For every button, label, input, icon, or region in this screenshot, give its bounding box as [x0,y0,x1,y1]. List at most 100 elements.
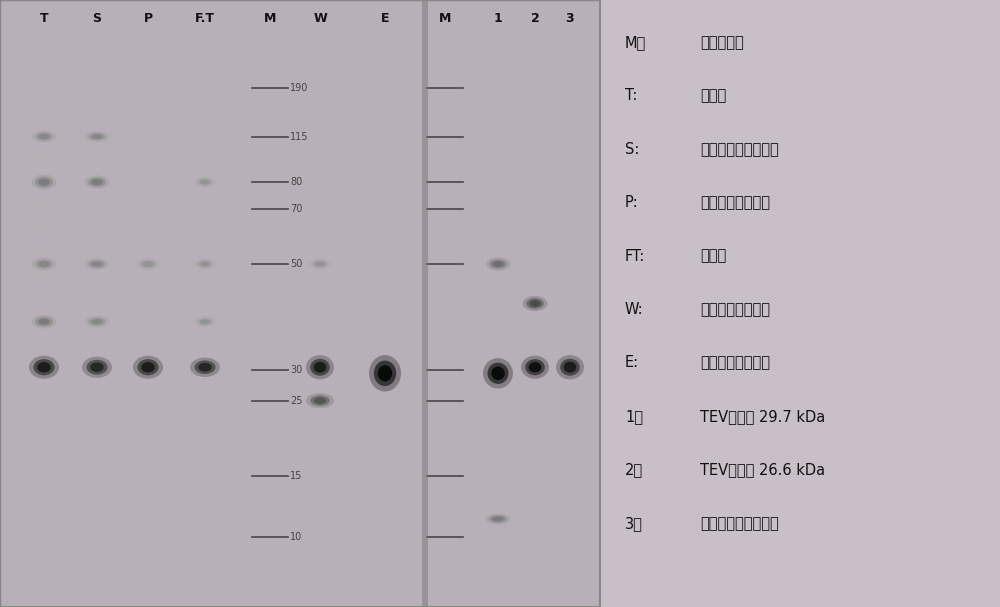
Ellipse shape [488,362,509,384]
FancyBboxPatch shape [191,67,219,73]
Text: TEV醂切前 29.7 kDa: TEV醂切前 29.7 kDa [700,409,825,424]
Ellipse shape [84,131,110,142]
Text: W: W [313,12,327,25]
FancyBboxPatch shape [191,128,219,134]
FancyBboxPatch shape [30,383,58,389]
Text: 流穿液: 流穿液 [700,249,726,263]
Ellipse shape [197,178,213,186]
FancyBboxPatch shape [134,359,162,365]
FancyBboxPatch shape [30,128,58,134]
FancyBboxPatch shape [134,67,162,73]
Ellipse shape [84,258,110,270]
Ellipse shape [492,261,504,267]
Ellipse shape [35,132,53,141]
FancyBboxPatch shape [83,164,111,171]
FancyBboxPatch shape [83,116,111,122]
FancyBboxPatch shape [30,80,58,86]
Ellipse shape [529,300,541,307]
FancyBboxPatch shape [191,104,219,110]
FancyBboxPatch shape [191,371,219,377]
Ellipse shape [37,362,51,373]
Ellipse shape [32,257,56,271]
Ellipse shape [491,367,505,380]
Text: S:: S: [625,142,639,157]
FancyBboxPatch shape [30,213,58,219]
Text: 1: 1 [494,12,502,25]
Ellipse shape [529,362,541,373]
Text: 70: 70 [290,205,302,214]
FancyBboxPatch shape [30,322,58,328]
Text: FT:: FT: [625,249,645,263]
FancyBboxPatch shape [30,177,58,183]
Text: 3: 3 [566,12,574,25]
Ellipse shape [309,259,331,270]
Ellipse shape [38,134,50,139]
Ellipse shape [141,362,155,373]
FancyBboxPatch shape [134,140,162,146]
FancyBboxPatch shape [134,237,162,243]
Ellipse shape [306,393,334,408]
FancyBboxPatch shape [191,225,219,231]
FancyBboxPatch shape [134,152,162,158]
Ellipse shape [489,259,507,269]
FancyBboxPatch shape [83,104,111,110]
FancyBboxPatch shape [30,274,58,280]
FancyBboxPatch shape [191,237,219,243]
Ellipse shape [197,260,213,268]
FancyBboxPatch shape [134,322,162,328]
Text: 变性液处理后上清液: 变性液处理后上清液 [700,142,779,157]
Ellipse shape [87,360,108,375]
Text: TEV醂切后 26.6 kDa: TEV醂切后 26.6 kDa [700,463,825,477]
FancyBboxPatch shape [191,419,219,426]
FancyBboxPatch shape [191,298,219,304]
FancyBboxPatch shape [30,359,58,365]
FancyBboxPatch shape [83,298,111,304]
FancyBboxPatch shape [191,140,219,146]
Ellipse shape [314,397,326,404]
Ellipse shape [526,298,544,309]
FancyBboxPatch shape [83,322,111,328]
Text: W:: W: [625,302,644,317]
Ellipse shape [84,175,110,189]
Text: 流穿液中的目的蛋白: 流穿液中的目的蛋白 [700,516,779,531]
FancyBboxPatch shape [191,395,219,401]
Ellipse shape [310,395,330,406]
FancyBboxPatch shape [30,262,58,268]
FancyBboxPatch shape [191,116,219,122]
Ellipse shape [522,296,548,311]
Ellipse shape [136,258,160,270]
Ellipse shape [374,361,396,386]
FancyBboxPatch shape [30,116,58,122]
FancyBboxPatch shape [83,201,111,207]
Ellipse shape [88,133,106,140]
FancyBboxPatch shape [30,371,58,377]
Text: 低浓度咋咐冲洗液: 低浓度咋咐冲洗液 [700,302,770,317]
FancyBboxPatch shape [83,80,111,86]
Ellipse shape [200,180,210,185]
FancyBboxPatch shape [83,334,111,341]
FancyBboxPatch shape [134,225,162,231]
FancyBboxPatch shape [191,407,219,413]
FancyBboxPatch shape [134,92,162,98]
Ellipse shape [84,316,110,328]
Text: 30: 30 [290,365,302,375]
Text: 1：: 1： [625,409,643,424]
Ellipse shape [91,261,103,267]
FancyBboxPatch shape [30,395,58,401]
Ellipse shape [521,356,549,379]
Ellipse shape [32,131,56,143]
FancyBboxPatch shape [134,164,162,171]
Text: 15: 15 [290,472,302,481]
Ellipse shape [88,177,106,187]
Text: 50: 50 [290,259,302,269]
Ellipse shape [194,361,216,374]
FancyBboxPatch shape [30,201,58,207]
Text: T: T [40,12,48,25]
FancyBboxPatch shape [191,177,219,183]
Ellipse shape [88,317,106,326]
FancyBboxPatch shape [30,334,58,341]
Ellipse shape [525,359,545,375]
Ellipse shape [32,315,56,328]
FancyBboxPatch shape [83,237,111,243]
Text: 25: 25 [290,396,302,405]
